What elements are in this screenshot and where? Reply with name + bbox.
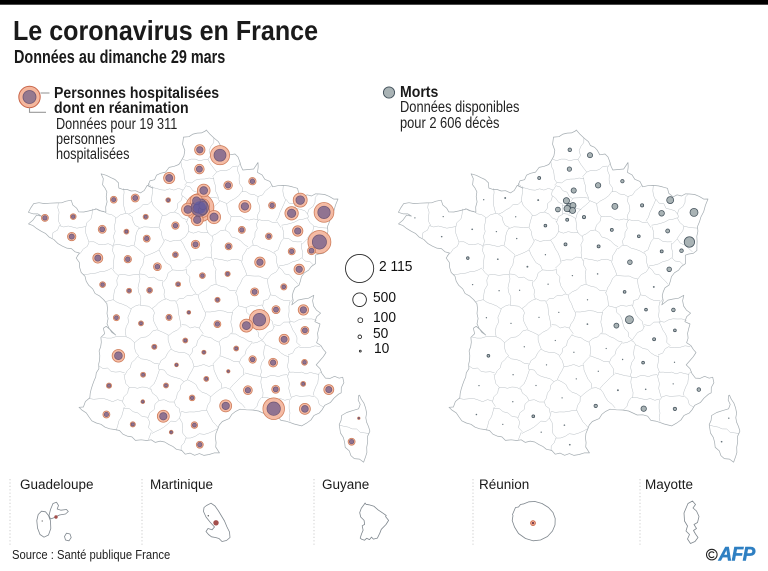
svg-text:AFP: AFP: [718, 544, 756, 565]
